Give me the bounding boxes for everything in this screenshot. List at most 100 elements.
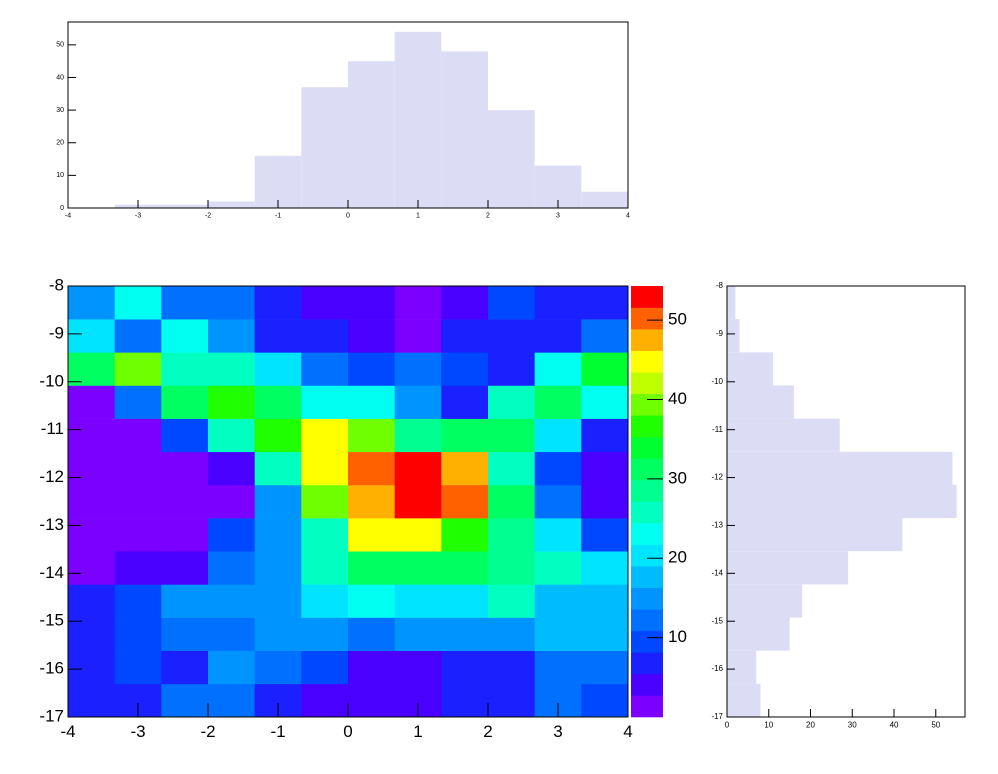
heat-cell bbox=[301, 451, 349, 486]
heat-cell bbox=[441, 484, 489, 519]
x-tick-label: -2 bbox=[200, 722, 215, 741]
heat-cell bbox=[208, 418, 255, 453]
heat-cell bbox=[534, 551, 582, 585]
x-tick-label: 0 bbox=[346, 212, 350, 219]
heat-cell bbox=[348, 551, 395, 585]
heat-cell bbox=[394, 584, 442, 618]
heat-cell bbox=[581, 683, 629, 718]
bar bbox=[301, 87, 348, 208]
heat-cell bbox=[348, 683, 395, 718]
heat-cell bbox=[114, 617, 162, 651]
heat-cell bbox=[581, 418, 629, 453]
color-scale-segment bbox=[631, 350, 663, 373]
bar bbox=[727, 617, 790, 651]
y-tick-label: -11 bbox=[712, 425, 724, 434]
heat-cell bbox=[348, 319, 395, 353]
y-tick-label: -16 bbox=[39, 659, 64, 678]
x-tick-label: -3 bbox=[130, 722, 145, 741]
y-tick-label: 50 bbox=[56, 42, 64, 49]
heat-cell bbox=[161, 584, 209, 618]
y-tick-label: 20 bbox=[56, 140, 64, 147]
heat-cell bbox=[581, 451, 629, 486]
x-tick-label: 2 bbox=[486, 212, 490, 219]
heat-cell bbox=[534, 319, 582, 353]
heat-cell bbox=[68, 551, 115, 585]
heat-cell bbox=[68, 584, 115, 618]
x-tick-label: 20 bbox=[806, 721, 815, 730]
heat-cell bbox=[301, 484, 349, 519]
heat-cell bbox=[208, 683, 255, 718]
heat-cell bbox=[208, 385, 255, 419]
heat-cell bbox=[68, 484, 115, 519]
heat-cell bbox=[254, 584, 302, 618]
heat-cell bbox=[581, 617, 629, 651]
heat-cell bbox=[581, 518, 629, 552]
heat-cell bbox=[254, 518, 302, 552]
heat-cell bbox=[254, 385, 302, 419]
y-tick-label: -16 bbox=[711, 664, 723, 673]
color-scale-segment bbox=[631, 372, 663, 395]
heat-cell bbox=[534, 518, 582, 552]
heat-cell bbox=[534, 352, 582, 386]
color-scale-segment bbox=[631, 479, 663, 502]
x-tick-label: 0 bbox=[725, 721, 730, 730]
bar bbox=[727, 451, 953, 485]
heat-cell bbox=[348, 484, 395, 519]
y-tick-label: -15 bbox=[39, 611, 64, 630]
bar bbox=[348, 61, 395, 208]
heat-cell bbox=[534, 484, 582, 519]
heat-cell bbox=[488, 286, 535, 320]
heat-cell bbox=[581, 551, 629, 585]
heat-cell bbox=[161, 650, 209, 685]
heat-cell bbox=[114, 319, 162, 353]
heat-cell bbox=[114, 484, 162, 519]
heat-cell bbox=[68, 352, 115, 386]
bar bbox=[727, 319, 740, 353]
heat-cell bbox=[254, 551, 302, 585]
x-tick-label: 4 bbox=[626, 212, 630, 219]
heat-cell bbox=[301, 617, 349, 651]
heat-cell bbox=[534, 650, 582, 685]
heat-cell bbox=[534, 617, 582, 651]
heat-cell bbox=[68, 319, 115, 353]
heat-cell bbox=[161, 352, 209, 386]
x-tick-label: 0 bbox=[343, 722, 352, 741]
heat-cell bbox=[348, 418, 395, 453]
heat-cell bbox=[581, 385, 629, 419]
heat-cell bbox=[114, 584, 162, 618]
heat-cell bbox=[161, 617, 209, 651]
heat-cell bbox=[254, 286, 302, 320]
heat-cell bbox=[488, 418, 535, 453]
heat-cell bbox=[254, 617, 302, 651]
heat-cell bbox=[208, 319, 255, 353]
heat-cell bbox=[488, 484, 535, 519]
color-scale-segment bbox=[631, 329, 663, 351]
bar bbox=[727, 352, 773, 386]
heat-cell bbox=[114, 418, 162, 453]
color-scale-segment bbox=[631, 673, 663, 696]
color-scale-segment bbox=[631, 566, 663, 588]
x-tick-label: 50 bbox=[931, 721, 940, 730]
heat-cell bbox=[254, 418, 302, 453]
heat-cell bbox=[208, 650, 255, 685]
heat-cell bbox=[114, 352, 162, 386]
y-tick-label: -8 bbox=[49, 275, 64, 294]
y-tick-label: -9 bbox=[716, 329, 724, 338]
heat-cell bbox=[394, 286, 442, 320]
heat-cell bbox=[581, 319, 629, 353]
bar bbox=[727, 418, 840, 452]
x-tick-label: 4 bbox=[623, 722, 632, 741]
heat-cell bbox=[301, 352, 349, 386]
y-tick-label: -10 bbox=[711, 377, 723, 386]
heat-cell bbox=[161, 451, 209, 486]
heat-cell bbox=[441, 584, 489, 618]
color-scale-segment bbox=[631, 587, 663, 610]
z-tick-label: 20 bbox=[668, 548, 687, 567]
y-tick-label: -17 bbox=[711, 712, 723, 721]
x-tick-label: -1 bbox=[275, 212, 281, 219]
color-scale-segment bbox=[631, 609, 663, 632]
heat-cell bbox=[68, 451, 115, 486]
y-tick-label: -14 bbox=[711, 568, 723, 577]
heat-cell bbox=[114, 451, 162, 486]
plot-frame bbox=[67, 21, 629, 209]
